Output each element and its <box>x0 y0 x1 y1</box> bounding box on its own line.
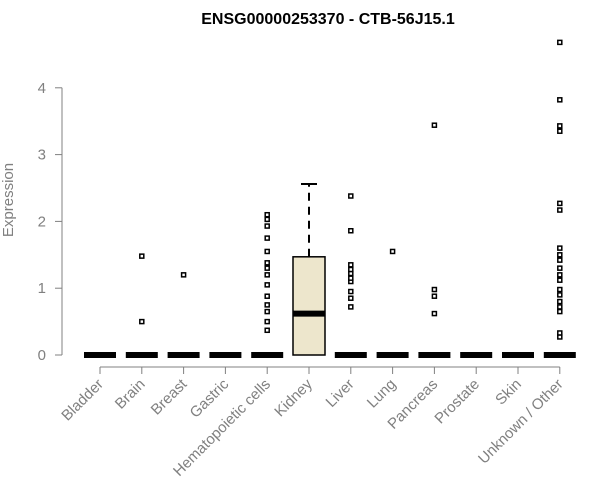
box-unknown-other <box>543 39 576 358</box>
outlier-point <box>264 302 270 308</box>
box-breast <box>167 272 200 358</box>
outlier-point <box>557 207 563 213</box>
x-tick-label-bladder: Bladder <box>58 376 107 425</box>
outlier-point <box>557 257 563 263</box>
outlier-point <box>264 211 270 218</box>
outlier-point <box>264 265 270 271</box>
outlier-point <box>348 304 354 310</box>
outlier-point <box>431 293 438 299</box>
outlier-point <box>264 272 270 278</box>
outlier-point <box>557 128 563 134</box>
outlier-point <box>348 228 354 234</box>
y-tick-label: 0 <box>38 347 46 364</box>
box-pancreas <box>418 122 451 358</box>
box-series <box>84 39 576 358</box>
x-tick-label-breast: Breast <box>148 375 191 418</box>
x-tick-label-lung: Lung <box>364 376 400 412</box>
outlier-point <box>389 248 396 255</box>
outlier-point <box>431 310 438 317</box>
box-brain <box>125 253 158 358</box>
outlier-point <box>557 200 563 207</box>
outlier-point <box>557 292 563 298</box>
outlier-point <box>264 282 270 288</box>
outlier-point <box>348 275 354 281</box>
outlier-point <box>139 318 145 325</box>
outlier-point <box>431 122 438 128</box>
outlier-point <box>557 304 563 310</box>
outlier-point <box>431 286 438 293</box>
outlier-point <box>557 39 563 46</box>
outlier-point <box>264 293 270 299</box>
y-axis: 0 1 2 3 4 <box>38 80 63 364</box>
outlier-point <box>557 308 563 315</box>
outlier-point <box>557 298 563 305</box>
box-kidney <box>292 182 326 356</box>
outlier-point <box>180 272 187 278</box>
outlier-point <box>557 123 563 129</box>
x-tick-label-prostate: Prostate <box>431 376 483 428</box>
outlier-point <box>557 272 563 278</box>
box-hematopoietic-cells <box>251 211 284 358</box>
outlier-point <box>348 295 354 301</box>
outlier-point <box>348 193 354 199</box>
outlier-point <box>139 253 145 259</box>
outlier-point <box>557 252 563 258</box>
outlier-point <box>557 97 563 103</box>
y-axis-label: Expression <box>0 163 17 237</box>
outlier-point <box>264 235 270 241</box>
outlier-point <box>264 223 270 229</box>
outlier-point <box>557 245 563 251</box>
x-tick-label-liver: Liver <box>323 376 358 411</box>
y-tick-label: 3 <box>38 147 46 164</box>
box-lung <box>376 248 409 358</box>
outlier-point <box>264 308 270 315</box>
x-tick-label-brain: Brain <box>112 376 149 413</box>
outlier-point <box>264 248 270 255</box>
y-tick-label: 2 <box>38 213 46 230</box>
outlier-point <box>348 288 354 295</box>
outlier-point <box>557 286 563 293</box>
outlier-point <box>557 277 563 283</box>
outlier-point <box>264 327 270 334</box>
y-tick-label: 4 <box>38 80 46 97</box>
outlier-point <box>264 260 270 266</box>
outlier-point <box>348 266 354 273</box>
outlier-point <box>264 318 270 325</box>
chart-title: ENSG00000253370 - CTB-56J15.1 <box>201 11 455 28</box>
outlier-point <box>557 330 563 336</box>
outlier-point <box>264 216 270 223</box>
x-tick-label-kidney: Kidney <box>271 375 316 420</box>
y-tick-label: 1 <box>38 280 46 297</box>
box-iqr <box>292 256 326 356</box>
outlier-point <box>348 262 354 268</box>
box-liver <box>334 193 367 358</box>
outlier-point <box>557 265 563 271</box>
x-tick-label-skin: Skin <box>492 376 525 409</box>
